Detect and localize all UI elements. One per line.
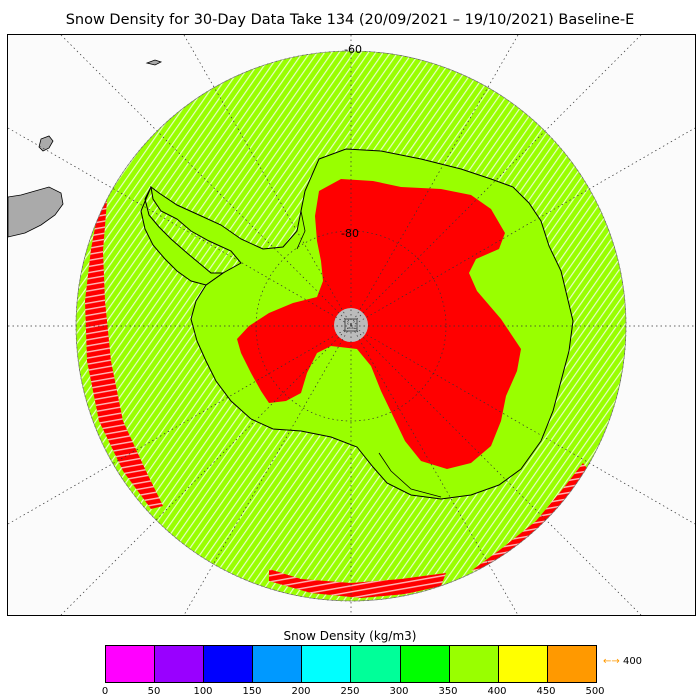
colorbar-tick-250: 250 — [340, 686, 360, 697]
falklands-land — [38, 135, 54, 152]
colorbar-title: Snow Density (kg/m3) — [283, 629, 417, 643]
latitude-label-60: -60 — [344, 43, 362, 56]
colorbar-segment-400-450 — [498, 646, 548, 682]
overflow-arrow-icon: ←→ — [603, 656, 620, 667]
ross-ice-shelf-outline — [378, 452, 442, 498]
high-density-band-north — [269, 569, 446, 598]
colorbar-segment-300-350 — [400, 646, 450, 682]
colorbar-tick-300: 300 — [389, 686, 409, 697]
colorbar-tick-350: 350 — [438, 686, 458, 697]
colorbar-tick-450: 450 — [536, 686, 556, 697]
colorbar-segment-250-300 — [351, 646, 401, 682]
colorbar-tick-400: 400 — [487, 686, 507, 697]
polar-map: -60 -80 — [8, 35, 695, 615]
colorbar-tick-100: 100 — [193, 686, 213, 697]
map-panel: -60 -80 — [7, 34, 696, 616]
colorbar-tick-50: 50 — [147, 686, 161, 697]
colorbar-segment-450-500 — [547, 646, 596, 682]
colorbar-tick-200: 200 — [291, 686, 311, 697]
map-disk-outline — [75, 50, 627, 602]
south-america-land — [8, 186, 64, 238]
colorbar-segment-350-400 — [449, 646, 499, 682]
high-density-band-west — [85, 196, 163, 509]
map-title: Snow Density for 30-Day Data Take 134 (2… — [65, 12, 635, 28]
filchner-ice-shelf-outline — [296, 210, 306, 250]
latitude-label-80: -80 — [341, 227, 359, 240]
high-density-band-east — [471, 463, 589, 571]
colorbar-segment-0-50 — [106, 646, 156, 682]
colorbar-overflow-note: ←→ 400 — [603, 656, 642, 667]
colorbar-segment-200-250 — [302, 646, 352, 682]
colorbar-tick-0: 0 — [101, 686, 109, 697]
south-georgia-land — [145, 59, 163, 66]
high-density-interior — [237, 179, 521, 469]
colorbar-segment-100-150 — [204, 646, 254, 682]
antarctic-peninsula — [140, 186, 225, 286]
overflow-value: 400 — [622, 656, 643, 667]
colorbar-tick-150: 150 — [242, 686, 262, 697]
colorbar-tick-500: 500 — [585, 686, 605, 697]
colorbar-segment-150-200 — [253, 646, 303, 682]
colorbar-segment-50-100 — [155, 646, 205, 682]
colorbar — [105, 645, 597, 683]
